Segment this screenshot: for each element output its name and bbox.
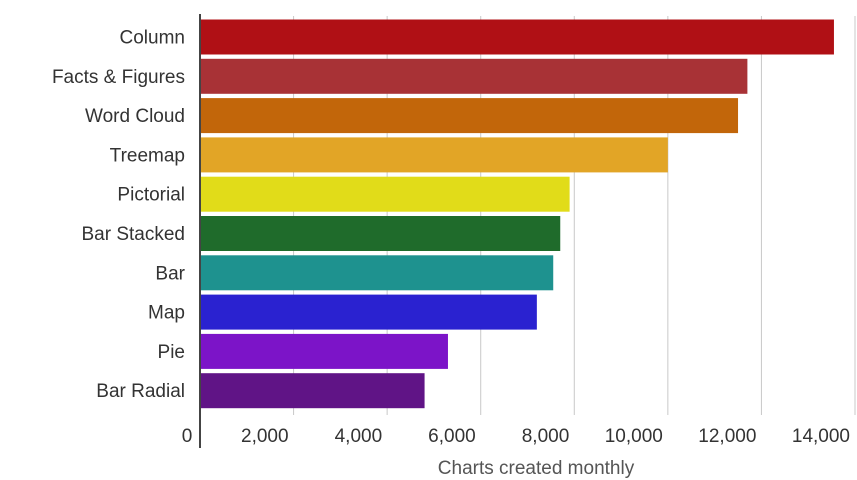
x-tick-label: 4,000 — [335, 426, 383, 447]
bar — [201, 255, 554, 291]
category-label: Pie — [158, 342, 185, 363]
category-label: Facts & Figures — [52, 67, 185, 88]
bar — [201, 216, 561, 251]
x-tick-label: 0 — [182, 426, 193, 447]
category-label: Bar — [155, 263, 185, 284]
bar — [201, 19, 834, 55]
bars — [201, 19, 834, 409]
bar — [201, 373, 425, 409]
bar — [201, 58, 748, 94]
category-labels: Column Facts & Figures Word Cloud Treemap Pi… — [52, 28, 186, 403]
x-tick-label: 2,000 — [241, 426, 289, 447]
category-label: Bar Stacked — [82, 224, 186, 245]
bar — [201, 137, 668, 173]
x-tick-label: 12,000 — [698, 426, 756, 447]
category-label: Word Cloud — [85, 106, 185, 127]
bar — [201, 176, 570, 212]
x-tick-label: 14,000 — [792, 426, 850, 447]
category-label: Bar Radial — [96, 381, 185, 402]
x-axis-title: Charts created monthly — [438, 458, 635, 479]
bar — [201, 98, 739, 134]
bar — [201, 333, 448, 369]
category-label: Pictorial — [117, 185, 185, 206]
category-label: Column — [120, 28, 185, 49]
x-tick-labels: 0 2,000 4,000 6,000 8,000 10,000 12,000 14,000 — [182, 426, 850, 447]
category-label: Treemap — [110, 145, 185, 166]
x-tick-label: 8,000 — [522, 426, 570, 447]
bar — [201, 294, 537, 330]
x-tick-label: 10,000 — [605, 426, 663, 447]
category-label: Map — [148, 303, 185, 324]
x-tick-label: 6,000 — [428, 426, 476, 447]
